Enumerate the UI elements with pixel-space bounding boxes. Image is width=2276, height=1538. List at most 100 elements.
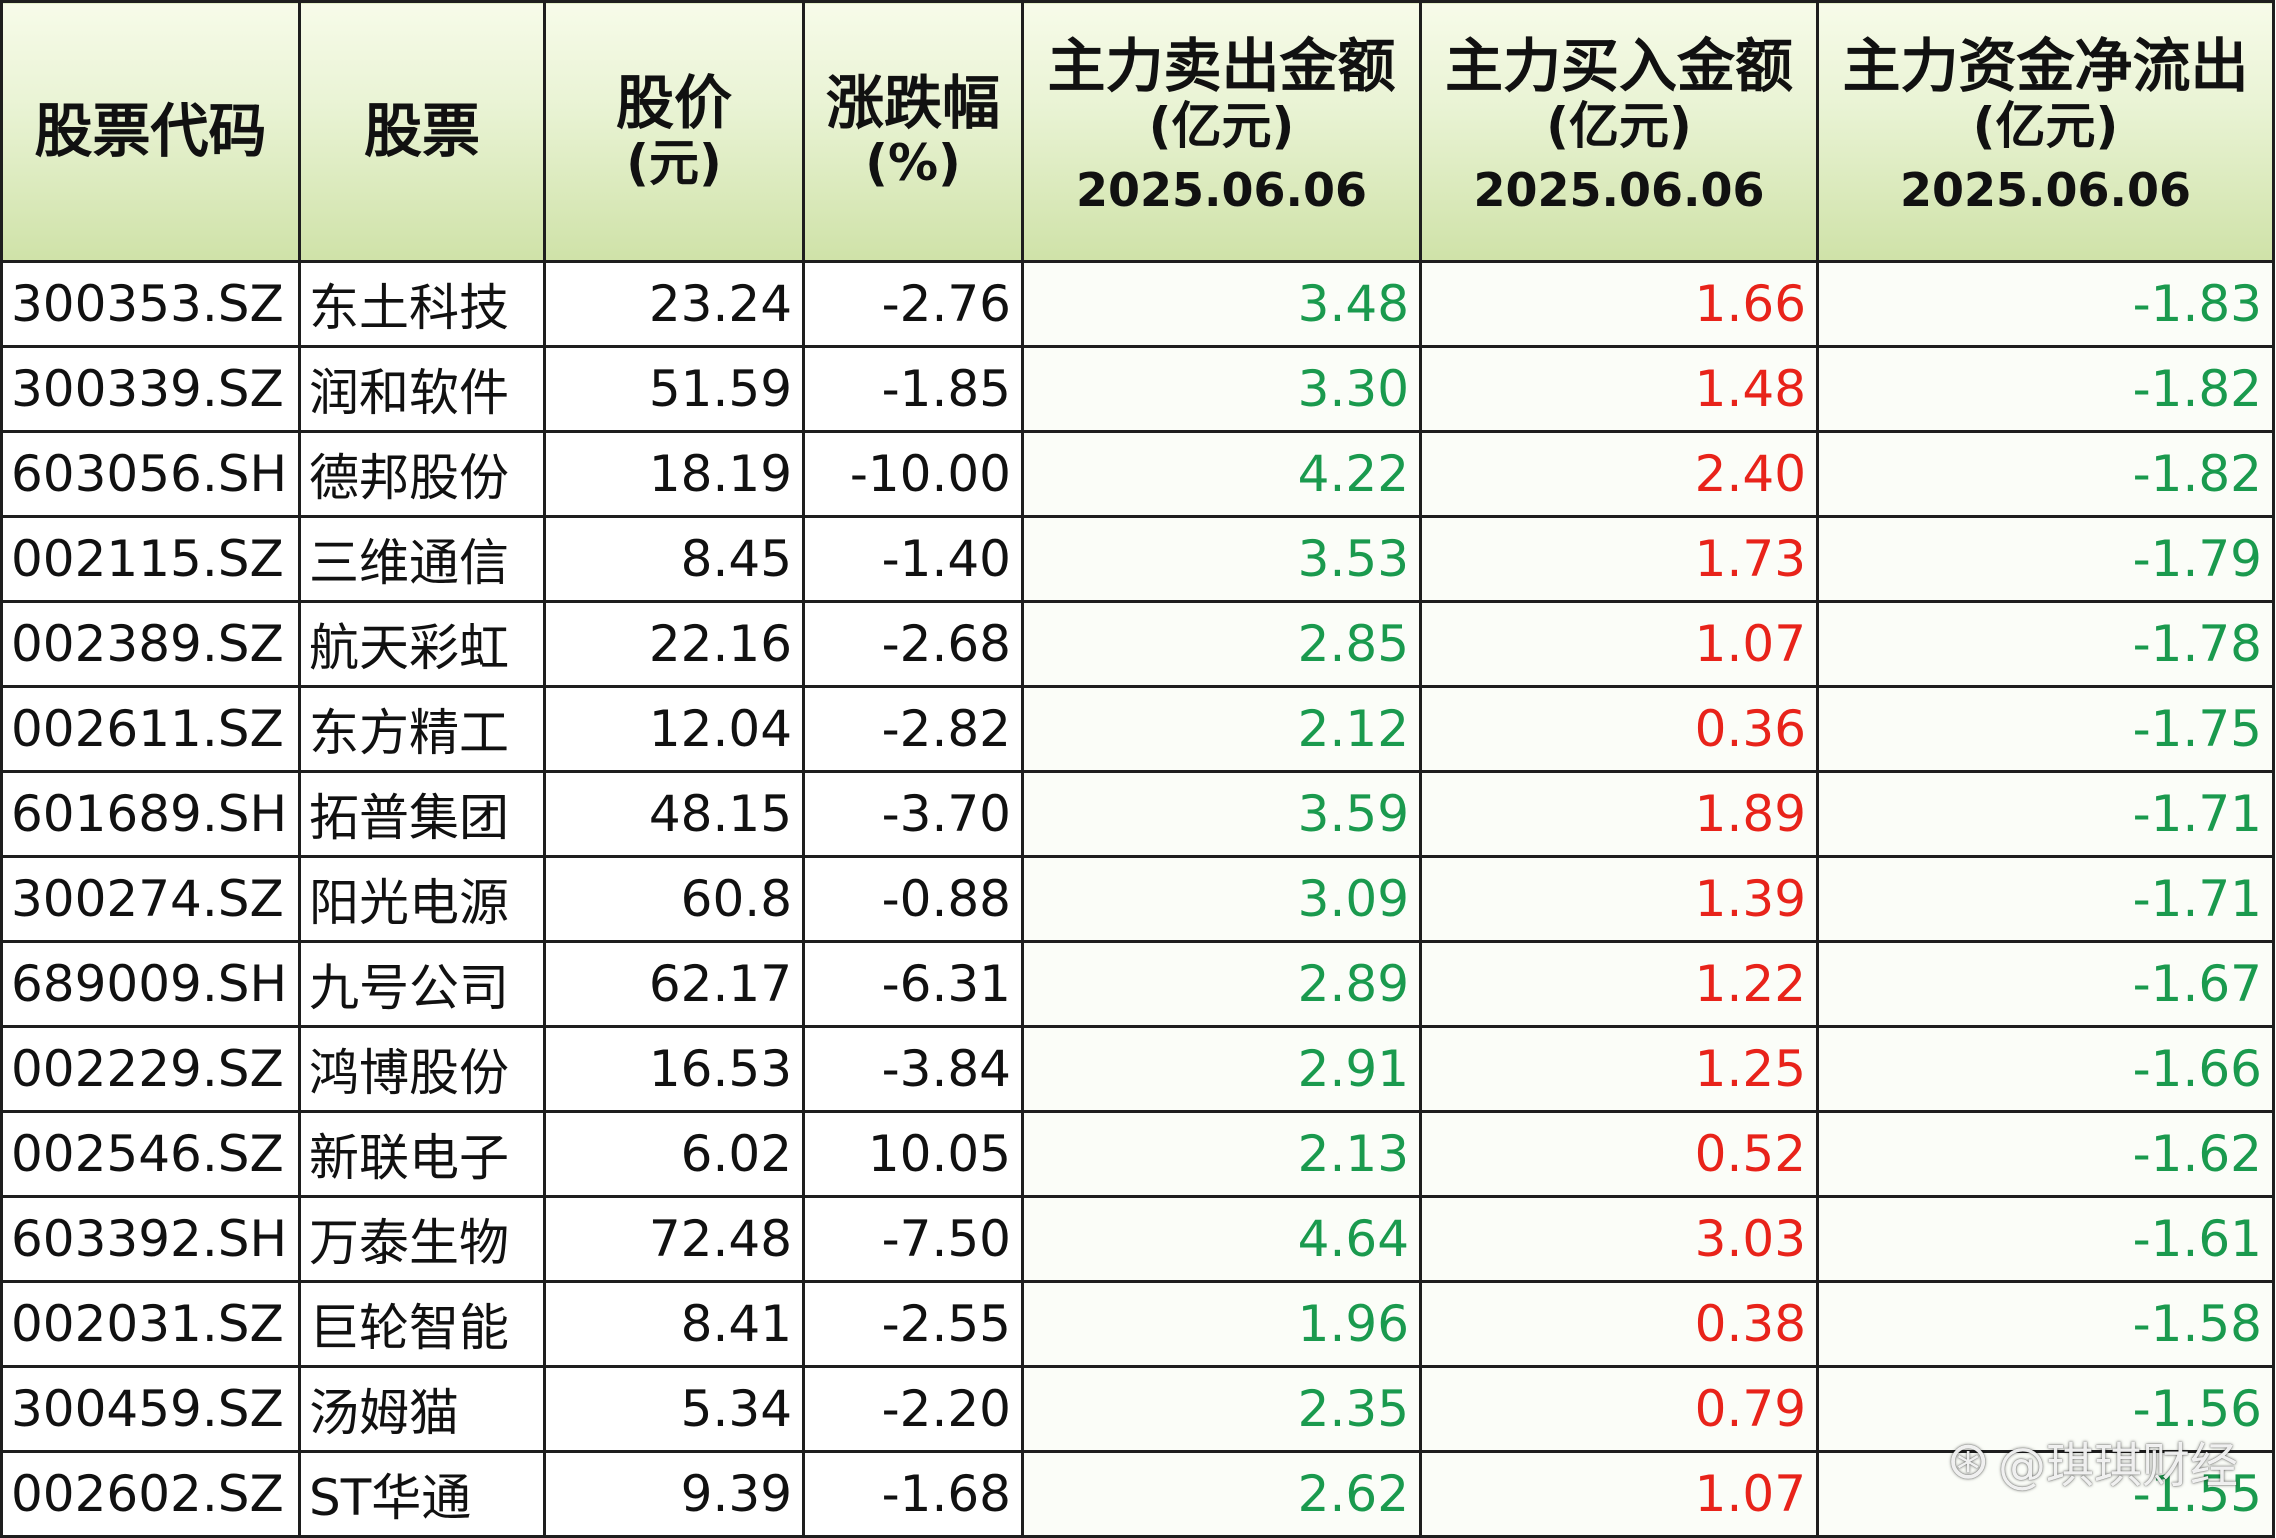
stock-code-cell: 300353.SZ (0, 260, 301, 348)
change-cell: -3.84 (802, 1025, 1024, 1113)
net-outflow-cell: -1.71 (1816, 770, 2275, 858)
sell-amount-cell: 4.22 (1021, 430, 1422, 518)
change-cell: -2.76 (802, 260, 1024, 348)
price-cell: 16.53 (543, 1025, 805, 1113)
buy-amount-cell: 1.07 (1419, 1450, 1819, 1538)
watermark-icon: ⊛ (1946, 1431, 1990, 1491)
buy-amount-cell: 0.52 (1419, 1110, 1819, 1198)
watermark-text: @琪琪财经 (1997, 1438, 2238, 1494)
stock-name-cell: 万泰生物 (298, 1195, 546, 1283)
stock-code-cell: 601689.SH (0, 770, 301, 858)
change-cell: -10.00 (802, 430, 1024, 518)
change-cell: -1.40 (802, 515, 1024, 603)
sell-amount-cell: 2.62 (1021, 1450, 1422, 1538)
header-change-label: 涨跌幅 (825, 69, 1000, 138)
price-cell: 23.24 (543, 260, 805, 348)
table-row: 002389.SZ 航天彩虹 22.16 -2.68 2.85 1.07 -1.78 (0, 600, 2275, 688)
header-price-label: 股价 (615, 69, 732, 138)
header-row: 股票代码 股票 股价 (元) 涨跌幅 (%) 主力卖出金额 (亿元) 2025.… (0, 0, 2275, 263)
table-row: 002115.SZ 三维通信 8.45 -1.40 3.53 1.73 -1.79 (0, 515, 2275, 603)
header-code-label: 股票代码 (34, 96, 267, 165)
price-cell: 60.8 (543, 855, 805, 943)
sell-amount-cell: 2.35 (1021, 1365, 1422, 1453)
net-outflow-cell: -1.66 (1816, 1025, 2275, 1113)
sell-amount-cell: 1.96 (1021, 1280, 1422, 1368)
stock-name-cell: ST华通 (298, 1450, 546, 1538)
stock-name-cell: 新联电子 (298, 1110, 546, 1198)
table-row: 300274.SZ 阳光电源 60.8 -0.88 3.09 1.39 -1.71 (0, 855, 2275, 943)
price-cell: 51.59 (543, 345, 805, 433)
table-row: 603392.SH 万泰生物 72.48 -7.50 4.64 3.03 -1.61 (0, 1195, 2275, 1283)
price-cell: 12.04 (543, 685, 805, 773)
price-cell: 72.48 (543, 1195, 805, 1283)
header-name: 股票 (298, 0, 546, 263)
change-cell: -2.82 (802, 685, 1024, 773)
price-cell: 9.39 (543, 1450, 805, 1538)
header-change: 涨跌幅 (%) (802, 0, 1024, 263)
sell-amount-cell: 3.09 (1021, 855, 1422, 943)
net-outflow-cell: -1.71 (1816, 855, 2275, 943)
buy-amount-cell: 1.73 (1419, 515, 1819, 603)
table-row: 002611.SZ 东方精工 12.04 -2.82 2.12 0.36 -1.75 (0, 685, 2275, 773)
stock-name-cell: 阳光电源 (298, 855, 546, 943)
table-row: 002546.SZ 新联电子 6.02 10.05 2.13 0.52 -1.62 (0, 1110, 2275, 1198)
buy-amount-cell: 1.39 (1419, 855, 1819, 943)
buy-amount-cell: 0.79 (1419, 1365, 1819, 1453)
net-outflow-cell: -1.82 (1816, 345, 2275, 433)
change-cell: -7.50 (802, 1195, 1024, 1283)
price-cell: 5.34 (543, 1365, 805, 1453)
stock-name-cell: 九号公司 (298, 940, 546, 1028)
stock-name-cell: 润和软件 (298, 345, 546, 433)
sell-amount-cell: 3.53 (1021, 515, 1422, 603)
change-cell: -2.55 (802, 1280, 1024, 1368)
price-cell: 48.15 (543, 770, 805, 858)
sell-amount-cell: 3.59 (1021, 770, 1422, 858)
net-outflow-cell: -1.83 (1816, 260, 2275, 348)
stock-code-cell: 002115.SZ (0, 515, 301, 603)
net-outflow-cell: -1.62 (1816, 1110, 2275, 1198)
change-cell: -0.88 (802, 855, 1024, 943)
stock-name-cell: 汤姆猫 (298, 1365, 546, 1453)
stock-name-cell: 东土科技 (298, 260, 546, 348)
sell-amount-cell: 2.85 (1021, 600, 1422, 688)
header-price-unit: (元) (626, 133, 722, 192)
header-net-date: 2025.06.06 (1899, 163, 2191, 218)
sell-amount-cell: 2.89 (1021, 940, 1422, 1028)
stock-name-cell: 巨轮智能 (298, 1280, 546, 1368)
price-cell: 22.16 (543, 600, 805, 688)
header-net-label: 主力资金净流出 (1842, 32, 2249, 101)
sell-amount-cell: 4.64 (1021, 1195, 1422, 1283)
header-price: 股价 (元) (543, 0, 805, 263)
net-outflow-cell: -1.61 (1816, 1195, 2275, 1283)
header-code: 股票代码 (0, 0, 301, 263)
stock-code-cell: 603056.SH (0, 430, 301, 518)
header-buy-date: 2025.06.06 (1473, 163, 1765, 218)
change-cell: -1.85 (802, 345, 1024, 433)
net-outflow-cell: -1.67 (1816, 940, 2275, 1028)
table-row: 002031.SZ 巨轮智能 8.41 -2.55 1.96 0.38 -1.58 (0, 1280, 2275, 1368)
buy-amount-cell: 3.03 (1419, 1195, 1819, 1283)
buy-amount-cell: 0.38 (1419, 1280, 1819, 1368)
net-outflow-cell: -1.58 (1816, 1280, 2275, 1368)
header-buy-unit: (亿元) (1546, 97, 1692, 156)
buy-amount-cell: 0.36 (1419, 685, 1819, 773)
header-change-unit: (%) (865, 133, 961, 192)
stock-code-cell: 002602.SZ (0, 1450, 301, 1538)
stock-code-cell: 002229.SZ (0, 1025, 301, 1113)
price-cell: 8.45 (543, 515, 805, 603)
header-name-label: 股票 (363, 96, 480, 165)
sell-amount-cell: 2.13 (1021, 1110, 1422, 1198)
stock-name-cell: 德邦股份 (298, 430, 546, 518)
sell-amount-cell: 2.12 (1021, 685, 1422, 773)
buy-amount-cell: 1.22 (1419, 940, 1819, 1028)
stock-code-cell: 002546.SZ (0, 1110, 301, 1198)
stock-name-cell: 三维通信 (298, 515, 546, 603)
table-row: 601689.SH 拓普集团 48.15 -3.70 3.59 1.89 -1.71 (0, 770, 2275, 858)
change-cell: -2.20 (802, 1365, 1024, 1453)
price-cell: 8.41 (543, 1280, 805, 1368)
table-body: 300353.SZ 东土科技 23.24 -2.76 3.48 1.66 -1.83 300… (0, 260, 2275, 1538)
change-cell: -1.68 (802, 1450, 1024, 1538)
stock-code-cell: 300459.SZ (0, 1365, 301, 1453)
buy-amount-cell: 1.66 (1419, 260, 1819, 348)
header-buy-label: 主力买入金额 (1444, 32, 1793, 101)
